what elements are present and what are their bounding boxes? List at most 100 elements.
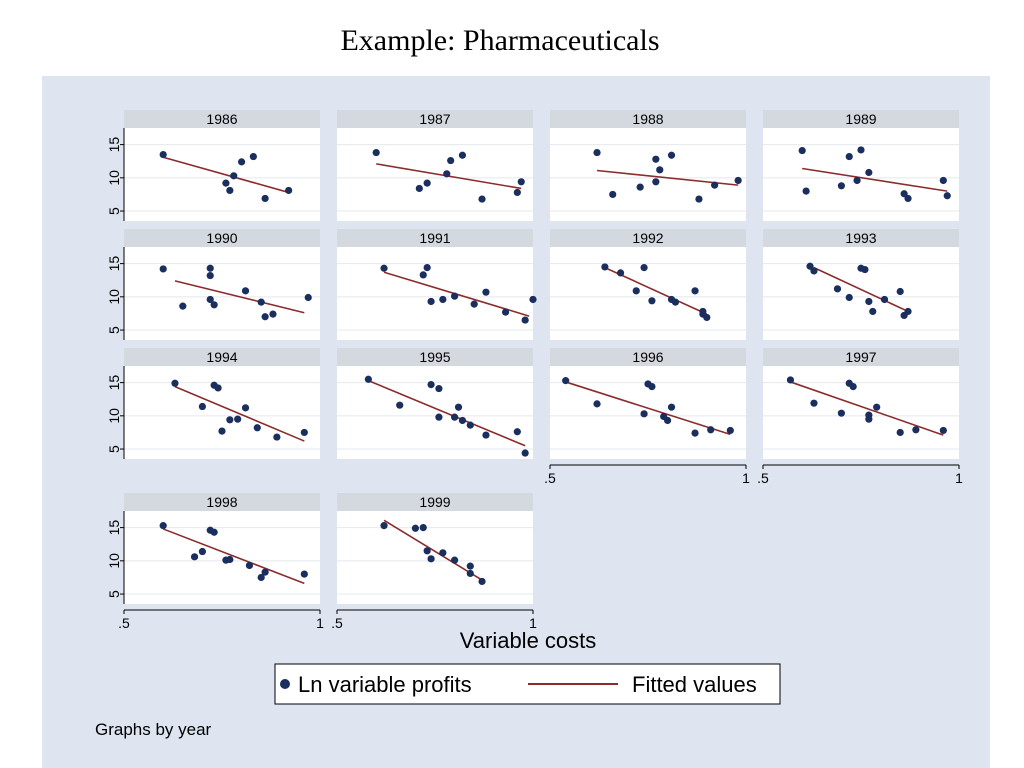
panel-header [124, 493, 320, 511]
data-point [206, 271, 214, 280]
data-point [439, 295, 447, 304]
data-point [802, 187, 810, 195]
y-tick-label: 10 [106, 408, 122, 424]
data-point [435, 384, 443, 393]
data-point [869, 307, 877, 316]
x-tick-label: 1 [529, 615, 537, 631]
data-point [447, 156, 455, 165]
panel-header [550, 110, 746, 128]
fitted-line [174, 280, 305, 314]
data-point [249, 152, 257, 161]
data-point [261, 313, 269, 321]
data-point [873, 403, 881, 411]
data-point [245, 561, 254, 570]
y-tick-label: 10 [106, 170, 122, 186]
data-point [214, 384, 222, 392]
data-point [601, 263, 609, 271]
data-point [648, 382, 656, 391]
data-point [857, 146, 865, 154]
data-point [364, 375, 372, 383]
data-point [458, 416, 467, 425]
data-point [226, 416, 234, 424]
panel-year-label: 1993 [845, 230, 876, 246]
data-point [726, 426, 734, 435]
data-point [699, 307, 707, 316]
data-point [380, 522, 388, 530]
data-point [466, 562, 474, 570]
x-tick-label: .5 [544, 470, 556, 486]
data-point [695, 195, 703, 203]
data-point [238, 158, 246, 166]
data-point [419, 271, 427, 279]
data-point [253, 424, 261, 432]
data-point [198, 547, 206, 556]
data-point [466, 421, 474, 429]
panel-header [124, 348, 320, 366]
y-tick-label: 5 [106, 590, 122, 598]
data-point [609, 190, 617, 199]
panel-header [337, 229, 533, 247]
data-point [206, 295, 214, 304]
data-point [652, 155, 660, 163]
data-point [837, 409, 846, 417]
data-point [896, 287, 904, 296]
data-point [939, 426, 947, 435]
data-point [482, 431, 490, 439]
data-point [711, 181, 719, 189]
data-point [478, 195, 486, 203]
data-point [411, 524, 419, 532]
data-point [865, 168, 873, 177]
data-point [478, 577, 486, 586]
data-point [234, 415, 242, 423]
data-point [648, 297, 656, 305]
fitted-line [813, 266, 909, 313]
data-point [501, 308, 510, 316]
panel-year-label: 1987 [419, 111, 450, 127]
panel-header [550, 348, 746, 366]
fitted-line [383, 519, 483, 581]
data-point [707, 426, 715, 434]
data-point [439, 549, 447, 557]
panel-year-label: 1988 [632, 111, 663, 127]
panel-1995: 1995 [337, 348, 533, 459]
panel-plot-area [124, 247, 320, 340]
data-point [853, 176, 861, 185]
data-point [912, 426, 920, 434]
panel-1998: 1998 5 10 15 .5 1 [106, 493, 324, 631]
data-point [451, 413, 459, 421]
data-point [230, 172, 238, 180]
data-point [372, 148, 380, 157]
data-point [257, 573, 265, 582]
x-tick-label: 1 [955, 470, 963, 486]
data-point [261, 194, 269, 203]
x-tick-label: 1 [742, 470, 750, 486]
panel-year-label: 1999 [419, 494, 450, 510]
data-point [939, 176, 947, 185]
data-point [880, 295, 889, 304]
panel-1993: 1993 [763, 229, 959, 340]
data-point [300, 428, 308, 437]
data-point [241, 404, 250, 412]
data-point [171, 379, 179, 387]
panel-1997: 1997 .5 1 [757, 348, 963, 486]
panel-year-label: 1991 [419, 230, 450, 246]
data-point [632, 287, 640, 295]
data-point [241, 287, 250, 295]
data-point [845, 152, 853, 161]
data-point [210, 301, 218, 309]
data-point [451, 556, 459, 564]
data-point [513, 428, 521, 436]
data-point [454, 403, 463, 411]
data-point [667, 403, 676, 411]
data-point [845, 293, 853, 302]
panel-year-label: 1998 [206, 494, 237, 510]
fitted-line [162, 528, 305, 585]
data-point [664, 416, 672, 425]
y-tick-label: 10 [106, 289, 122, 305]
legend-dot-marker [280, 679, 290, 689]
data-point [482, 288, 490, 296]
data-point [691, 429, 699, 437]
panel-header [337, 493, 533, 511]
data-point [513, 188, 521, 197]
